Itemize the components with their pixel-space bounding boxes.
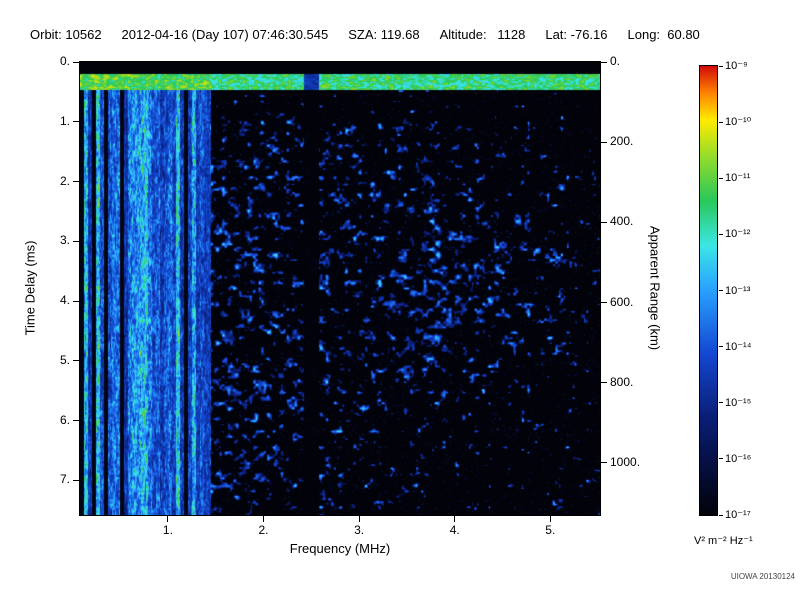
colorbar-tick-mark	[719, 290, 723, 291]
y-right-tick-label: 600.	[610, 294, 634, 309]
y-left-tick-mark	[73, 420, 79, 422]
x-tick-label: 1.	[162, 523, 173, 537]
y-left-tick-mark	[73, 300, 79, 302]
header-field-datetime: 2012-04-16 (Day 107) 07:46:30.545	[121, 27, 329, 42]
colorbar-tick-label: 10⁻¹⁴	[725, 340, 752, 353]
y-left-tick-label: 6.	[59, 412, 70, 427]
colorbar-tick-label: 10⁻¹³	[725, 284, 751, 297]
y-left-tick-label: 0.	[59, 54, 70, 68]
colorbar-tick-label: 10⁻¹¹	[725, 172, 751, 185]
x-tick-mark	[263, 516, 265, 522]
y-right-tick-mark	[601, 302, 607, 304]
x-tick-mark	[358, 516, 360, 522]
y-right-tick-label: 200.	[610, 134, 634, 149]
header-field-sza: SZA: 119.68	[348, 27, 420, 42]
x-tick-mark	[454, 516, 456, 522]
colorbar-tick-mark	[719, 233, 723, 235]
x-axis-title: Frequency (MHz)	[289, 541, 391, 556]
y-right-tick-mark	[601, 141, 607, 143]
y-right-tick-mark	[601, 462, 607, 464]
colorbar-tick-mark	[719, 65, 723, 67]
y-left-tick-label: 5.	[59, 352, 70, 367]
colorbar-tick-label: 10⁻¹⁶	[725, 452, 752, 465]
colorbar-tick-mark	[719, 514, 723, 516]
y-right-tick-mark	[601, 221, 607, 223]
x-tick-mark	[167, 516, 169, 522]
y-left-tick-mark	[73, 240, 79, 242]
colorbar-tick-label: 10⁻¹²	[725, 228, 751, 241]
colorbar-unit-label: V² m⁻² Hz⁻¹	[694, 535, 753, 547]
spectrogram-canvas	[80, 62, 600, 515]
header-field-lat: Lat: -76.16	[545, 27, 608, 42]
colorbar-tick-label: 10⁻¹⁰	[725, 116, 752, 129]
colorbar-tick-label: 10⁻¹⁷	[725, 509, 751, 521]
colorbar	[699, 65, 718, 516]
y-right-tick-label: 400.	[610, 214, 634, 229]
x-tick-label: 5.	[545, 523, 556, 537]
y-left-tick-label: 2.	[59, 173, 70, 188]
colorbar-gradient	[700, 66, 717, 515]
colorbar-tick-mark	[719, 458, 723, 460]
y-left-tick-mark	[73, 360, 79, 362]
credit-text: UIOWA 20130124	[730, 572, 795, 581]
x-tick-label: 2.	[258, 523, 269, 537]
colorbar-tick-label: 10⁻⁹	[725, 60, 748, 72]
header-bar: Orbit: 10562 2012-04-16 (Day 107) 07:46:…	[30, 27, 700, 42]
x-tick-mark	[549, 516, 551, 522]
colorbar-tick-mark	[719, 177, 723, 179]
y-left-tick-mark	[73, 181, 79, 183]
y-right-tick-mark	[601, 61, 607, 63]
y-axis-title-right: Apparent Range (km)	[647, 225, 663, 351]
y-left-tick-label: 3.	[59, 233, 70, 248]
colorbar-tick-mark	[719, 402, 723, 404]
y-left-tick-mark	[73, 61, 79, 63]
y-right-tick-mark	[601, 382, 607, 384]
y-right-tick-label: 800.	[610, 374, 634, 389]
y-axis-title-left: Time Delay (ms)	[22, 240, 38, 336]
x-tick-label: 3.	[354, 523, 365, 537]
y-left-tick-mark	[73, 121, 79, 123]
y-left-tick-mark	[73, 479, 79, 481]
header-field-orbit: Orbit: 10562	[30, 27, 102, 42]
plot-area	[79, 61, 601, 516]
y-left-tick-label: 1.	[59, 113, 70, 128]
header-field-long: Long: 60.80	[627, 27, 700, 42]
y-left-tick-label: 7.	[59, 472, 70, 487]
y-left-tick-label: 4.	[59, 293, 70, 308]
header-field-altitude: Altitude: 1128	[439, 27, 526, 42]
colorbar-tick-mark	[719, 346, 723, 348]
colorbar-tick-label: 10⁻¹⁵	[725, 396, 752, 409]
x-tick-label: 4.	[449, 523, 460, 537]
y-right-tick-label: 1000.	[610, 454, 641, 469]
y-right-tick-label: 0.	[610, 54, 621, 68]
colorbar-tick-mark	[719, 121, 723, 123]
